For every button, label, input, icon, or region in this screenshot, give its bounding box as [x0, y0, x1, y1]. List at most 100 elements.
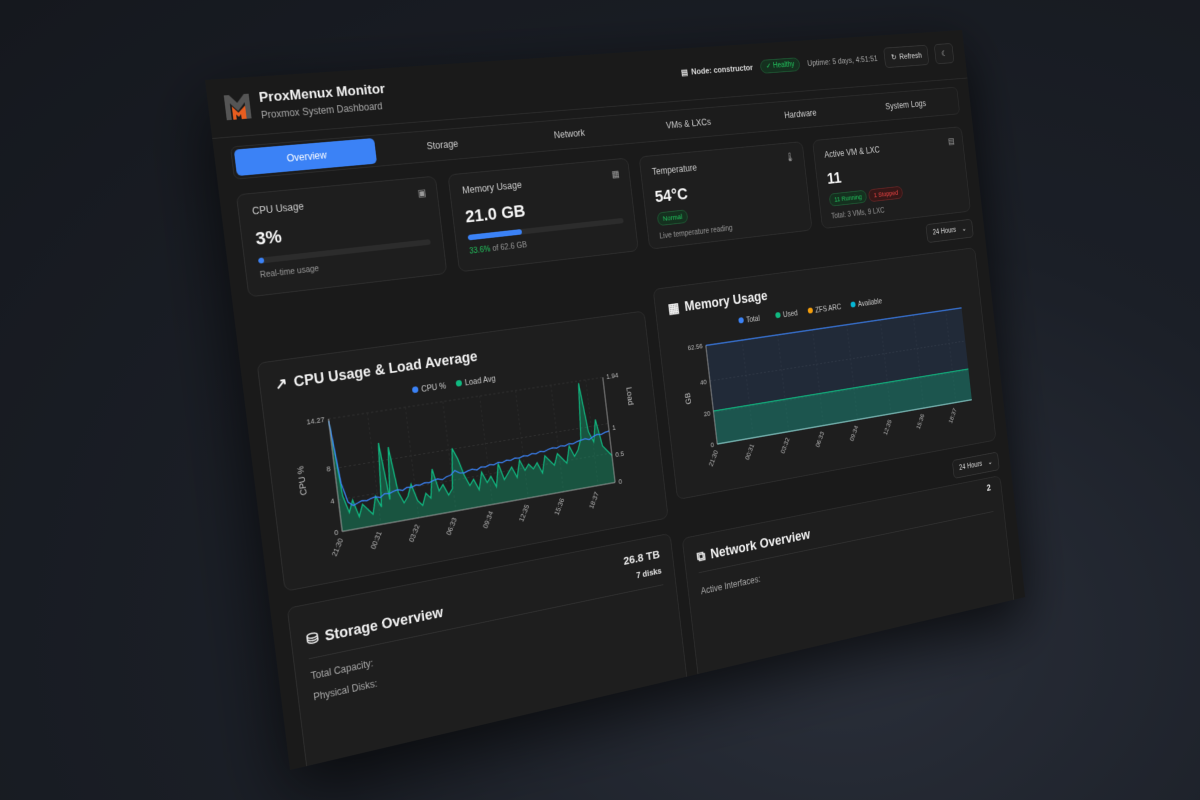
temperature-label: Temperature	[651, 162, 698, 178]
header: ProxMenux Monitor Proxmox System Dashboa…	[205, 30, 968, 139]
server-icon: ▤	[680, 68, 689, 78]
tab-hardware[interactable]: Hardware	[783, 107, 818, 121]
node-indicator: ▤ Node: constructor	[680, 63, 754, 78]
temperature-value: 54°C	[653, 184, 689, 207]
tab-overview[interactable]: Overview	[233, 137, 378, 177]
dashboard-window: ProxMenux Monitor Proxmox System Dashboa…	[205, 30, 1026, 771]
stopped-badge: 1 Stopped	[868, 185, 904, 203]
memory-progress-fill	[467, 229, 522, 241]
y-tick-label: 62.56	[687, 342, 703, 352]
memory-icon: ▦	[667, 300, 681, 317]
y2-tick-label: 0	[618, 477, 622, 485]
memory-chart-card: ▦ Memory Usage Total Used ZFS ARC Available 0…	[652, 247, 997, 500]
y2-tick-label: 1	[612, 423, 616, 431]
tab-storage[interactable]: Storage	[426, 138, 459, 152]
x-tick-label: 03:32	[407, 523, 421, 543]
y-tick-label: 14.27	[306, 415, 325, 426]
chevron-down-icon: ⌄	[987, 458, 993, 467]
cpu-chart-card: ↗ CPU Usage & Load Average CPU % Load Avg 0…	[256, 310, 669, 592]
thermometer-icon: 🌡︎	[784, 151, 796, 163]
legend-label: Available	[857, 297, 882, 309]
network-title: Network Overview	[709, 526, 811, 562]
tab-vms-lxcs[interactable]: VMs & LXCs	[665, 116, 712, 131]
legend-marker	[411, 386, 419, 394]
tab-system-logs[interactable]: System Logs	[884, 98, 927, 112]
x-tick-label: 15:36	[915, 413, 926, 430]
x-tick-label: 00:31	[369, 530, 383, 550]
header-status: ▤ Node: constructor ✓ Healthy Uptime: 5 d…	[680, 43, 955, 83]
legend-marker	[775, 311, 781, 319]
vms-value: 11	[826, 168, 843, 188]
y-tick-label: 4	[330, 496, 336, 505]
x-tick-label: 09:34	[849, 424, 860, 442]
memory-total: of 62.6 GB	[491, 240, 528, 254]
interfaces-label: Active Interfaces:	[700, 573, 762, 597]
memory-label: Memory Usage	[461, 179, 523, 197]
chevron-down-icon: ⌄	[961, 225, 967, 234]
x-tick-label: 21:30	[330, 537, 345, 557]
legend-label: Total	[746, 314, 760, 324]
y-tick-label: 40	[700, 378, 707, 387]
network-time-range-select[interactable]: 24 Hours ⌄	[951, 451, 1000, 479]
refresh-label: Refresh	[898, 51, 923, 62]
check-circle-icon: ✓	[765, 62, 772, 71]
y-tick-label: 20	[703, 409, 710, 418]
trending-up-icon: ↗	[274, 374, 289, 393]
x-tick-label: 06:33	[814, 431, 825, 449]
y2-tick-label: 0.5	[615, 449, 625, 458]
network-overview-card: ⧉ Network Overview 2 Active Interfaces:	[681, 475, 1017, 700]
x-tick-label: 09:34	[481, 509, 495, 529]
time-range-select[interactable]: 24 Hours ⌄	[925, 218, 974, 243]
health-label: Healthy	[772, 60, 795, 70]
y-axis-label: GB	[684, 392, 694, 405]
legend-label: CPU %	[421, 381, 447, 394]
time-range-value: 24 Hours	[958, 460, 983, 473]
cpu-icon: ▣	[416, 187, 427, 199]
x-tick-label: 21:30	[707, 449, 719, 467]
cpu-load-chart: CPU % Load Avg 0 4 8 14.27 0 0.5 1 1.94 21:30 00:31…	[296, 371, 635, 557]
refresh-button[interactable]: ↻ Refresh	[883, 44, 930, 69]
vms-label: Active VM & LXC	[823, 144, 881, 160]
legend-marker	[850, 301, 856, 308]
y-tick-label: 0	[334, 528, 339, 537]
proxmenux-logo	[223, 93, 252, 121]
legend-marker	[455, 379, 463, 387]
storage-capacity-value: 26.8 TB	[622, 548, 661, 568]
y-axis	[328, 419, 342, 532]
cpu-progress-fill	[257, 257, 265, 264]
legend-marker	[807, 307, 814, 314]
load-area	[328, 379, 616, 532]
storage-title: Storage Overview	[323, 604, 444, 645]
node-label: Node: constructor	[690, 63, 754, 77]
x-tick-label: 15:36	[553, 497, 566, 516]
x-tick-label: 03:32	[779, 437, 791, 455]
theme-toggle-button[interactable]: ☾	[933, 43, 955, 65]
memory-usage-chart: Total Used ZFS ARC Available 0 20 40 62.56 21:30…	[684, 297, 986, 467]
running-badge: 11 Running	[828, 189, 868, 207]
y-tick-label: 0	[710, 441, 714, 449]
x-tick-label: 06:33	[445, 517, 459, 537]
cpu-usage-card: ▣ CPU Usage 3% Real-time usage	[235, 175, 448, 298]
time-range-value: 24 Hours	[932, 226, 957, 237]
x-tick-label: 18:37	[588, 491, 601, 510]
hard-drive-icon: ⛁	[305, 629, 320, 648]
moon-icon: ☾	[940, 49, 948, 59]
temperature-card: 🌡︎ Temperature 54°C Normal Live temperat…	[638, 141, 813, 250]
memory-percent: 33.6%	[469, 245, 491, 256]
storage-disks-value: 7 disks	[635, 566, 663, 581]
legend-marker	[738, 317, 745, 324]
uptime: Uptime: 5 days, 4:51:51	[806, 54, 878, 68]
legend-label: Used	[783, 309, 799, 319]
health-badge: ✓ Healthy	[759, 57, 801, 74]
refresh-icon: ↻	[890, 53, 897, 62]
tab-network[interactable]: Network	[553, 127, 586, 141]
y2-axis-label: Load	[624, 386, 635, 406]
legend-label: Load Avg	[464, 374, 496, 388]
interfaces-count: 2	[986, 482, 992, 494]
x-tick-label: 18:37	[947, 407, 958, 424]
active-vm-card: ▤ Active VM & LXC 11 11 Running 1 Stopped…	[812, 126, 971, 230]
network-icon: ⧉	[695, 547, 707, 565]
legend-label: ZFS ARC	[815, 302, 842, 314]
area-total	[705, 307, 972, 445]
y-axis-label: CPU %	[296, 465, 310, 496]
